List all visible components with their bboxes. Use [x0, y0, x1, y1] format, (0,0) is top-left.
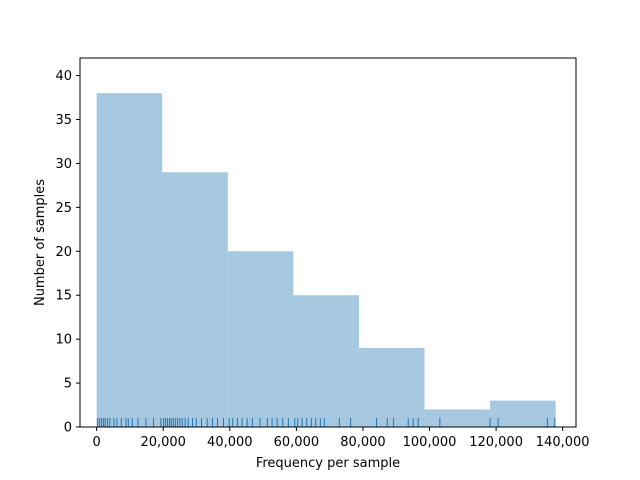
y-axis-label: Number of samples	[33, 179, 48, 306]
histogram-bar-2	[227, 251, 294, 427]
histogram-bar-3	[293, 295, 359, 427]
histogram-bar-4	[358, 347, 425, 427]
histogram-bar-6	[490, 400, 556, 427]
y-tick-label-0: 0	[64, 421, 72, 436]
histogram-bar-1	[162, 172, 228, 427]
y-tick-label-8: 40	[55, 69, 72, 84]
x-tick-label-5: 100,000	[403, 435, 457, 450]
x-axis-label: Frequency per sample	[256, 456, 400, 471]
y-axis-ticks: 0 5 10 15 20 25 30 35 40	[55, 69, 80, 436]
histogram-bars	[96, 93, 556, 428]
y-tick-label-6: 30	[55, 157, 72, 172]
y-tick-label-7: 35	[55, 113, 72, 128]
y-tick-label-3: 15	[55, 289, 72, 304]
histogram-bar-0	[96, 93, 163, 428]
x-tick-label-2: 40,000	[207, 435, 253, 450]
x-tick-label-6: 120,000	[469, 435, 523, 450]
y-tick-label-2: 10	[55, 333, 72, 348]
plot-frame	[79, 57, 577, 428]
x-tick-label-0: 0	[93, 435, 101, 450]
histogram-bar-5	[424, 409, 491, 427]
x-tick-label-4: 80,000	[340, 435, 386, 450]
x-tick-label-7: 140,000	[536, 435, 590, 450]
x-tick-label-1: 20,000	[140, 435, 186, 450]
x-axis-ticks: 0 20,000 40,000 60,000 80,000 100,000 120,000 1…	[93, 427, 590, 450]
y-tick-label-5: 25	[55, 201, 72, 216]
y-tick-label-1: 5	[64, 377, 72, 392]
rug-marks	[97, 418, 556, 427]
x-tick-label-3: 60,000	[274, 435, 320, 450]
y-tick-label-4: 20	[55, 245, 72, 260]
